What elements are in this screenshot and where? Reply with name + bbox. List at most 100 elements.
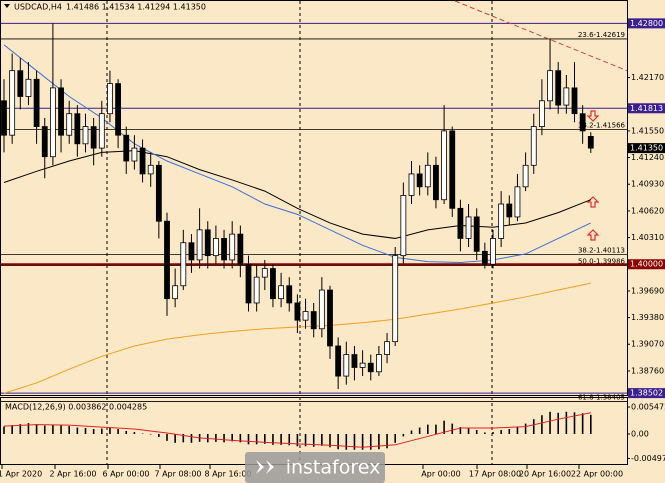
candle-body (98, 113, 105, 149)
candle-body (131, 147, 138, 162)
candle-body (498, 203, 505, 239)
candle-body (335, 345, 342, 377)
candle-body (490, 238, 496, 265)
arrow-up (586, 196, 600, 208)
x-tick-label: 17 Apr 08:00 (469, 470, 521, 479)
candle-body (294, 302, 301, 321)
candle-body (139, 147, 146, 175)
candle-body (441, 130, 448, 201)
dropdown-icon[interactable] (4, 4, 10, 8)
candle-body (172, 285, 179, 300)
y-tick-label: 1.40930 (631, 180, 664, 189)
candle-body (50, 87, 56, 158)
candle-body (522, 164, 529, 188)
ohlc-header: 1.41486 1.41534 1.41294 1.41350 (66, 3, 206, 12)
candle-body (302, 311, 309, 321)
watermark-logo (256, 460, 274, 474)
trendline (454, 0, 628, 72)
y-tick-label: 1.40620 (631, 206, 664, 215)
candle-body (270, 268, 276, 300)
candle-body (392, 255, 399, 343)
macd-signal (3, 412, 591, 448)
candle-body (563, 87, 570, 106)
candle-body (384, 341, 390, 355)
arrow-down (586, 110, 600, 122)
symbol: USDCAD,H4 (14, 3, 62, 12)
candle-body (506, 203, 513, 218)
candle-body (196, 229, 203, 261)
level-badge (628, 259, 665, 270)
candle-body (115, 83, 121, 136)
x-tick-label: 1 Apr 2020 (0, 470, 42, 479)
y-tick-label: 1.39690 (631, 286, 664, 295)
candle-body (58, 87, 64, 136)
macd-tick-label: 0.00 (631, 429, 649, 438)
candle-body (547, 70, 553, 102)
candle-body (229, 233, 236, 261)
fibo-label: 38.2-1.40113 (578, 247, 625, 255)
candle-body (204, 229, 211, 257)
candle-body (359, 362, 366, 368)
candle-body (74, 113, 81, 145)
candle-body (33, 78, 40, 127)
candle-body (212, 238, 219, 257)
candle-body (343, 354, 350, 377)
signal-arrows (586, 110, 600, 241)
level-label: 1.41350 (630, 144, 663, 153)
candle-body (237, 233, 244, 265)
candle-body (17, 70, 24, 97)
candle-body (571, 87, 578, 115)
x-tick-label: 20 Apr 16:00 (519, 470, 571, 479)
candle-body (408, 173, 415, 196)
candle-body (367, 362, 374, 373)
candle-body (416, 173, 423, 188)
x-tick-label: 22 Apr 00:00 (571, 470, 623, 479)
y-tick-label: 1.42170 (631, 73, 664, 82)
candle-body (221, 238, 227, 261)
candle-body (107, 83, 113, 115)
x-tick-label: 8 Apr 16:00 (204, 470, 251, 479)
x-tick-label: 7 Apr 08:00 (154, 470, 201, 479)
y-tick-label: 1.39380 (631, 313, 664, 322)
fibo-label: 23.6-1.42619 (578, 31, 625, 39)
level-badge (628, 18, 665, 29)
candle-body (245, 263, 252, 304)
candle-body (530, 126, 537, 166)
candle-body (473, 216, 480, 252)
y-tick-label: 1.38760 (631, 366, 664, 375)
fibo-label: 61.8-1.38405 (578, 393, 625, 401)
candle-body (555, 70, 562, 106)
candle-body (579, 113, 586, 132)
fibo-label: 50.0-1.39986 (578, 257, 626, 265)
watermark: instaforex (286, 457, 381, 479)
candle-body (123, 134, 130, 162)
candle-body (90, 126, 97, 149)
main-frame (0, 0, 628, 396)
x-tick-label: 2 Apr 16:00 (49, 470, 96, 479)
watermark-box (245, 452, 385, 483)
candle-body (539, 100, 545, 127)
candle-body (9, 70, 16, 136)
candle-body (164, 220, 170, 300)
level-label: 1.38502 (630, 389, 663, 398)
y-tick-label: 1.39070 (631, 340, 664, 349)
level-badge (628, 388, 665, 399)
candle-body (278, 285, 285, 300)
macd-tick-label: 0.005472 (631, 403, 665, 412)
candle-body (351, 354, 358, 368)
candle-body (375, 354, 382, 373)
candle-body (253, 276, 260, 304)
candle-body (66, 113, 73, 136)
candle-body (465, 216, 472, 239)
candle-body (310, 311, 317, 330)
arrow-up (586, 229, 600, 241)
candle-body (286, 285, 293, 304)
candle-body (481, 250, 488, 265)
y-tick-label: 1.41550 (631, 126, 664, 135)
candle-body (457, 207, 464, 239)
level-badge (628, 143, 665, 154)
x-tick-label: Apr 00:00 (421, 470, 460, 479)
y-tick-label: 1.41240 (631, 153, 664, 162)
